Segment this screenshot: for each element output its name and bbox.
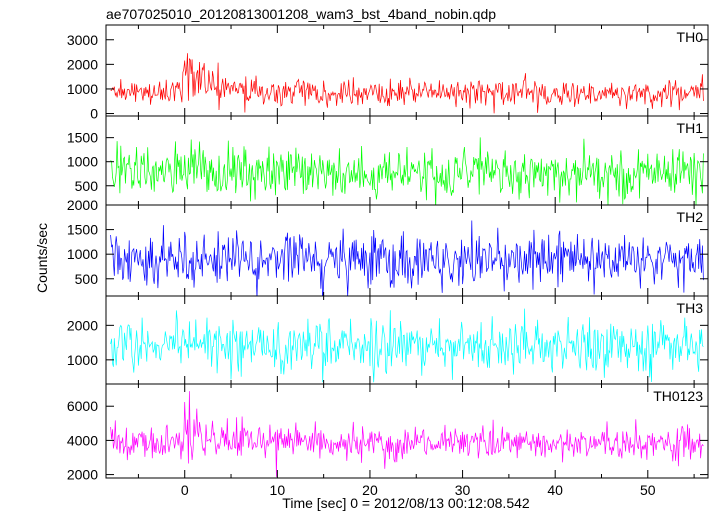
y-tick-label: 1000 <box>67 246 98 262</box>
y-tick-label: 1000 <box>67 352 98 368</box>
y-tick-label: 2000 <box>67 317 98 333</box>
y-tick-label: 0 <box>90 106 98 122</box>
y-tick-label: 1000 <box>67 154 98 170</box>
y-tick-label: 500 <box>75 178 99 194</box>
panel-frame <box>105 383 709 479</box>
x-tick-label: 20 <box>362 482 378 498</box>
panel-label: TH0123 <box>653 388 703 404</box>
chart-title: ae707025010_20120813001208_wam3_bst_4ban… <box>106 6 496 22</box>
panel-label: TH1 <box>677 120 704 136</box>
y-tick-label: 1000 <box>67 81 98 97</box>
panel-label: TH0 <box>677 29 704 45</box>
x-tick-label: 40 <box>547 482 563 498</box>
y-tick-label: 1500 <box>67 222 98 238</box>
x-tick-label: 0 <box>181 482 189 498</box>
series-line-th0123 <box>110 391 704 477</box>
x-tick-label: 10 <box>270 482 286 498</box>
y-tick-label: 4000 <box>67 432 98 448</box>
x-axis-label: Time [sec] 0 = 2012/08/13 00:12:08.542 <box>282 495 530 511</box>
x-tick-label: 50 <box>640 482 656 498</box>
y-tick-label: 2000 <box>67 197 98 213</box>
x-tick-label: 30 <box>455 482 471 498</box>
series-line-th2 <box>110 220 704 296</box>
series-line-th3 <box>110 308 704 383</box>
panel-label: TH3 <box>677 300 704 316</box>
panels: 0 1000 2000 3000 TH0 500 1000 1500 TH1 500 1000 150… <box>67 24 709 483</box>
y-tick-label: 2000 <box>67 56 98 72</box>
panel-th1: 500 1000 1500 TH1 <box>67 115 709 206</box>
panel-th2: 500 1000 1500 2000 TH2 <box>67 197 709 297</box>
y-tick-label: 3000 <box>67 32 98 48</box>
y-axis-label: Counts/sec <box>34 223 50 293</box>
panel-th3: 1000 2000 TH3 <box>67 295 709 385</box>
y-tick-label: 500 <box>75 271 99 287</box>
y-tick-label: 1500 <box>67 130 98 146</box>
panel-frame <box>105 24 709 117</box>
panel-th0: 0 1000 2000 3000 TH0 <box>67 24 709 122</box>
panel-label: TH2 <box>677 209 704 225</box>
x-tick-labels: 0 10 20 30 40 50 <box>181 482 656 498</box>
series-line-th1 <box>110 137 704 205</box>
panel-th0123: 2000 4000 6000 TH0123 <box>67 383 709 483</box>
series-line-th0 <box>110 53 704 114</box>
y-tick-label: 6000 <box>67 398 98 414</box>
y-tick-label: 2000 <box>67 467 98 483</box>
